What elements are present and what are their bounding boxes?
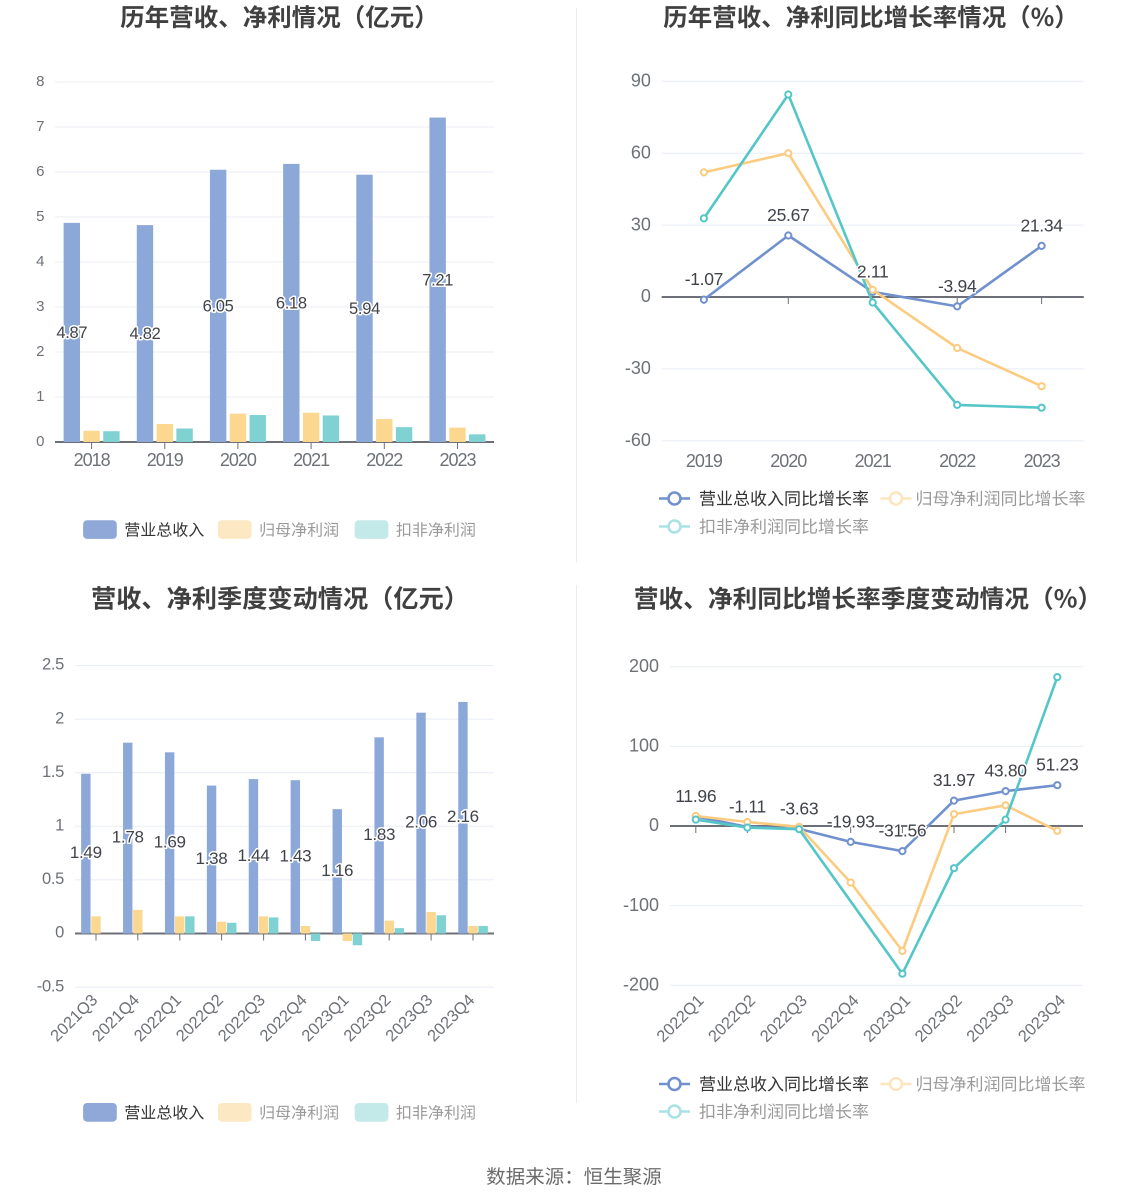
svg-text:6.05: 6.05 bbox=[203, 297, 234, 315]
svg-text:0.5: 0.5 bbox=[42, 870, 64, 888]
svg-text:11.96: 11.96 bbox=[675, 786, 716, 806]
svg-text:-19.93: -19.93 bbox=[827, 811, 875, 831]
svg-text:1: 1 bbox=[55, 817, 64, 835]
svg-text:-31.56: -31.56 bbox=[878, 821, 926, 841]
svg-text:1: 1 bbox=[36, 388, 44, 405]
svg-text:2.06: 2.06 bbox=[405, 813, 437, 832]
svg-text:2023: 2023 bbox=[1024, 451, 1061, 471]
svg-text:-1.11: -1.11 bbox=[729, 796, 766, 816]
svg-text:2023: 2023 bbox=[439, 450, 476, 470]
svg-text:4: 4 bbox=[36, 253, 44, 270]
svg-text:2: 2 bbox=[55, 709, 64, 727]
svg-text:1.38: 1.38 bbox=[196, 849, 228, 868]
svg-text:0: 0 bbox=[55, 924, 64, 942]
svg-text:200: 200 bbox=[629, 656, 659, 676]
svg-text:-30: -30 bbox=[625, 358, 651, 378]
svg-text:7: 7 bbox=[36, 118, 44, 135]
svg-text:5: 5 bbox=[36, 208, 44, 225]
svg-text:1.69: 1.69 bbox=[154, 832, 186, 851]
svg-text:60: 60 bbox=[631, 142, 651, 162]
svg-text:2.5: 2.5 bbox=[42, 656, 64, 674]
svg-text:25.67: 25.67 bbox=[767, 205, 809, 225]
svg-text:2020: 2020 bbox=[770, 451, 807, 471]
svg-text:1.5: 1.5 bbox=[42, 763, 64, 781]
svg-text:0: 0 bbox=[649, 815, 659, 835]
svg-text:1.16: 1.16 bbox=[321, 861, 353, 880]
svg-text:1.78: 1.78 bbox=[112, 828, 144, 847]
svg-text:100: 100 bbox=[629, 736, 659, 756]
svg-text:2019: 2019 bbox=[147, 450, 184, 470]
svg-text:2021: 2021 bbox=[855, 451, 892, 471]
svg-text:-3.63: -3.63 bbox=[780, 798, 818, 818]
svg-text:2.11: 2.11 bbox=[857, 261, 889, 281]
svg-text:2.16: 2.16 bbox=[447, 807, 479, 826]
svg-text:-3.94: -3.94 bbox=[938, 276, 977, 296]
svg-text:5.94: 5.94 bbox=[349, 300, 380, 318]
svg-text:-0.5: -0.5 bbox=[37, 977, 64, 995]
svg-text:43.80: 43.80 bbox=[984, 761, 1027, 781]
svg-text:6: 6 bbox=[36, 163, 44, 180]
svg-text:2019: 2019 bbox=[686, 451, 723, 471]
svg-text:2018: 2018 bbox=[74, 450, 111, 470]
svg-text:8: 8 bbox=[36, 73, 44, 90]
svg-text:1.49: 1.49 bbox=[70, 843, 102, 862]
svg-text:51.23: 51.23 bbox=[1036, 755, 1078, 775]
svg-text:30: 30 bbox=[631, 214, 651, 234]
svg-text:7.21: 7.21 bbox=[422, 271, 453, 289]
svg-text:1.43: 1.43 bbox=[279, 846, 311, 865]
svg-text:2020: 2020 bbox=[220, 450, 257, 470]
svg-text:6.18: 6.18 bbox=[276, 295, 307, 313]
svg-text:3: 3 bbox=[36, 298, 44, 315]
svg-text:1.83: 1.83 bbox=[363, 825, 395, 844]
svg-text:2: 2 bbox=[36, 343, 44, 360]
svg-text:-60: -60 bbox=[625, 430, 651, 450]
svg-text:-1.07: -1.07 bbox=[685, 269, 723, 289]
svg-text:31.97: 31.97 bbox=[933, 770, 975, 790]
svg-text:0: 0 bbox=[641, 286, 651, 306]
svg-text:0: 0 bbox=[36, 433, 44, 450]
svg-text:2022: 2022 bbox=[366, 450, 403, 470]
svg-text:2022: 2022 bbox=[939, 451, 976, 471]
svg-text:-200: -200 bbox=[623, 974, 659, 994]
svg-text:1.44: 1.44 bbox=[238, 846, 270, 865]
svg-text:-100: -100 bbox=[623, 895, 659, 915]
svg-text:4.87: 4.87 bbox=[56, 324, 87, 342]
svg-text:4.82: 4.82 bbox=[130, 325, 161, 343]
svg-text:90: 90 bbox=[631, 71, 651, 91]
svg-text:21.34: 21.34 bbox=[1020, 215, 1063, 235]
svg-text:2021: 2021 bbox=[293, 450, 330, 470]
